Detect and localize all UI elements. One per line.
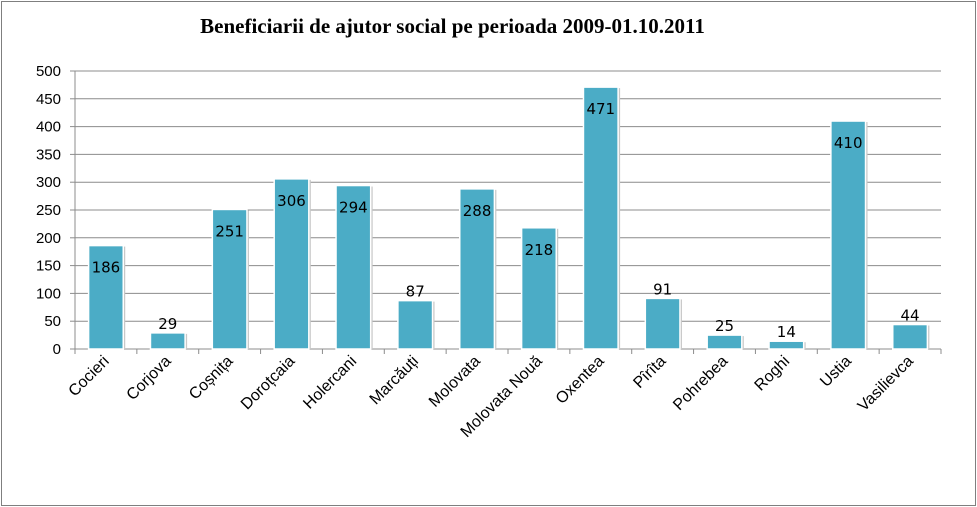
x-tick-label: Cocieri bbox=[66, 353, 113, 400]
data-label: 306 bbox=[277, 192, 306, 210]
y-tick-label: 500 bbox=[36, 63, 61, 80]
bar bbox=[520, 227, 557, 350]
y-tick-label: 50 bbox=[44, 313, 61, 330]
y-tick-label: 450 bbox=[36, 91, 61, 108]
data-label: 87 bbox=[406, 283, 425, 301]
bar bbox=[149, 332, 186, 350]
bar bbox=[211, 208, 248, 350]
x-tick-label: Holercani bbox=[300, 353, 360, 413]
bar bbox=[768, 340, 805, 350]
y-tick-label: 100 bbox=[36, 285, 61, 302]
bar bbox=[830, 120, 867, 350]
data-label: 91 bbox=[653, 280, 672, 298]
bar bbox=[582, 86, 619, 350]
x-tick-label: Molovata bbox=[426, 353, 484, 411]
bar bbox=[706, 334, 743, 350]
chart-title: Beneficiarii de ajutor social pe perioad… bbox=[200, 14, 705, 38]
data-label: 288 bbox=[463, 202, 492, 220]
x-tick-label: Oxentea bbox=[553, 353, 608, 408]
bar bbox=[644, 297, 681, 350]
bar bbox=[273, 178, 310, 350]
bar bbox=[87, 244, 124, 350]
data-label: 471 bbox=[586, 100, 615, 118]
data-label: 410 bbox=[834, 134, 863, 152]
data-label: 218 bbox=[525, 241, 554, 259]
data-label: 294 bbox=[339, 199, 368, 217]
y-tick-label: 400 bbox=[36, 119, 61, 136]
y-tick-label: 250 bbox=[36, 202, 61, 219]
x-tick-label: Corjova bbox=[124, 353, 175, 404]
y-tick-label: 150 bbox=[36, 258, 61, 275]
y-tick-label: 300 bbox=[36, 174, 61, 191]
data-label: 186 bbox=[92, 259, 121, 277]
x-tick-label: Vasilievca bbox=[855, 353, 917, 415]
bar bbox=[397, 299, 434, 350]
bar bbox=[335, 184, 372, 350]
data-label: 25 bbox=[715, 317, 734, 335]
data-label: 29 bbox=[158, 315, 177, 333]
y-tick-label: 0 bbox=[53, 341, 61, 358]
data-label: 44 bbox=[901, 307, 920, 325]
x-tick-label: Roghi bbox=[752, 353, 794, 395]
bar bbox=[892, 323, 929, 350]
bar bbox=[459, 188, 496, 350]
x-tick-label: Pohrebea bbox=[670, 353, 731, 414]
data-label: 14 bbox=[777, 323, 796, 341]
x-tick-label: Coșnița bbox=[186, 353, 236, 403]
x-tick-label: Marcăuți bbox=[367, 353, 422, 408]
data-label: 251 bbox=[215, 222, 244, 240]
x-tick-label: Ustia bbox=[817, 353, 855, 391]
x-tick-label: Doroțcaia bbox=[238, 353, 299, 414]
x-tick-label: Pîrîta bbox=[630, 353, 669, 392]
y-tick-label: 200 bbox=[36, 230, 61, 247]
y-tick-label: 350 bbox=[36, 146, 61, 163]
